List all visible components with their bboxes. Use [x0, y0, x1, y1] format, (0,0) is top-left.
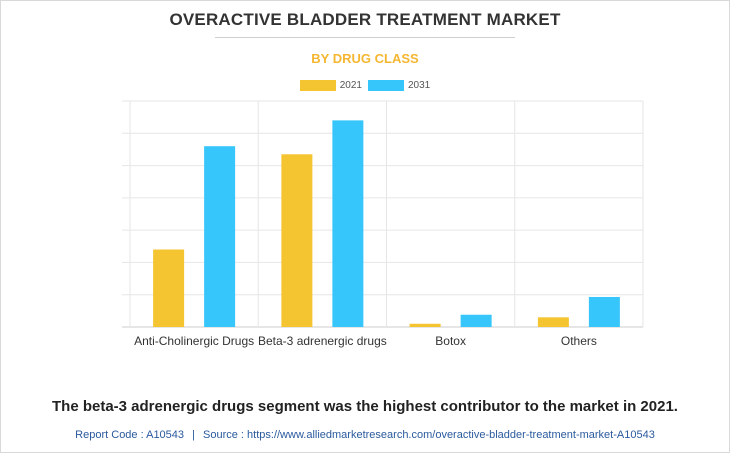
- bar-2021-anti-cholinergic-drugs[interactable]: [153, 249, 185, 327]
- legend-item-2021[interactable]: 2021: [299, 80, 362, 91]
- bar-2031-anti-cholinergic-drugs[interactable]: [204, 146, 236, 327]
- chart-subtitle: BY DRUG CLASS: [311, 51, 419, 66]
- legend-label-2021: 2021: [339, 80, 362, 91]
- legend-swatch-2031: [368, 80, 404, 91]
- title-divider: [215, 37, 515, 38]
- x-tick-label: Beta-3 adrenergic drugs: [258, 334, 387, 348]
- chart-title: OVERACTIVE BLADDER TREATMENT MARKET: [169, 10, 561, 29]
- bar-chart: [122, 100, 644, 328]
- report-code: Report Code : A10543: [75, 429, 185, 441]
- source-link[interactable]: Source : https://www.alliedmarketresearc…: [203, 429, 655, 441]
- legend-item-2031[interactable]: 2031: [368, 80, 430, 91]
- legend-swatch-2021: [299, 80, 336, 91]
- bar-2021-others[interactable]: [537, 317, 569, 327]
- footer-separator: |: [192, 429, 195, 441]
- bar-2021-botox[interactable]: [409, 323, 441, 327]
- bar-2021-beta-3-adrenergic-drugs[interactable]: [281, 154, 313, 327]
- bar-2031-others[interactable]: [588, 296, 620, 327]
- bar-2031-beta-3-adrenergic-drugs[interactable]: [332, 120, 364, 327]
- x-tick-label: Others: [560, 334, 597, 348]
- x-tick-label: Anti-Cholinergic Drugs: [134, 334, 255, 348]
- legend-label-2031: 2031: [408, 80, 431, 91]
- bar-2031-botox[interactable]: [460, 314, 492, 327]
- x-tick-label: Botox: [435, 334, 466, 348]
- legend: 2021 2031: [0, 80, 730, 91]
- footer: Report Code : A10543 | Source : https://…: [0, 429, 730, 441]
- chart-caption: The beta-3 adrenergic drugs segment was …: [52, 398, 678, 415]
